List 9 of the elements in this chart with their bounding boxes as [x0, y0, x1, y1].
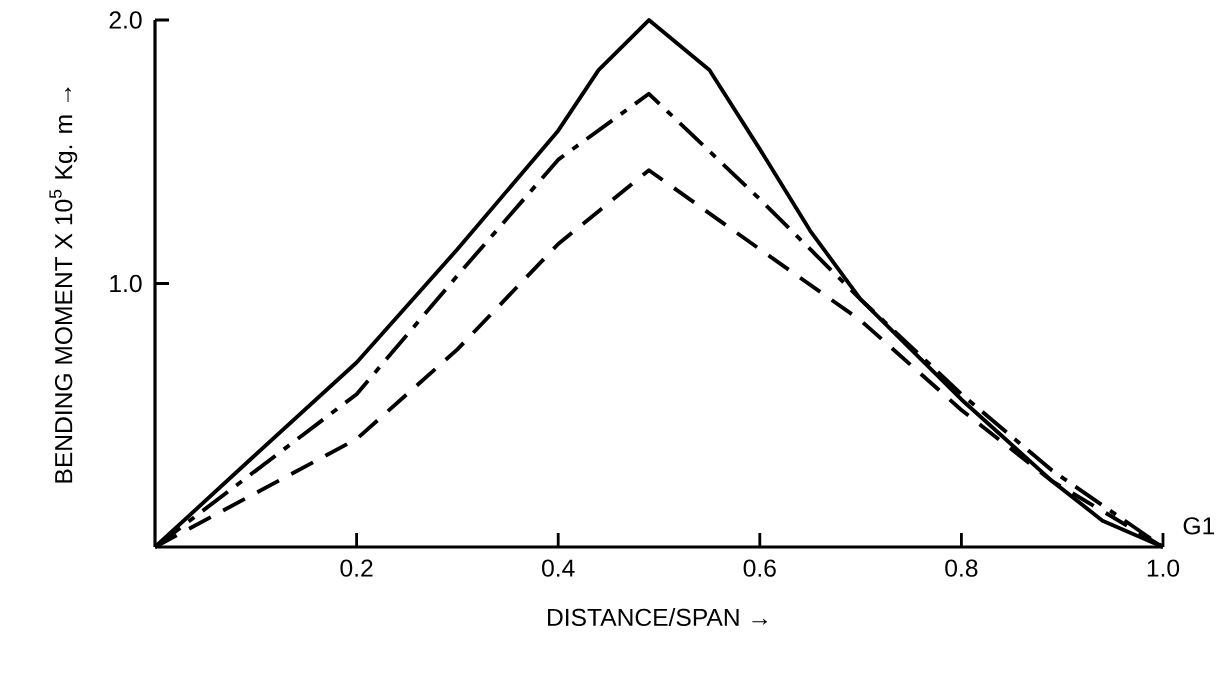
x-tick-label: 0.6	[743, 559, 776, 577]
x-tick-label: 0.2	[340, 559, 373, 577]
y-axis-title: BENDING MOMENT X 10$^{5}$ Kg. m →	[49, 87, 78, 483]
y-tick-label: 2.0	[109, 11, 142, 29]
x-axis-title: DISTANCE/SPAN →	[548, 608, 767, 627]
x-tick-label: 0.4	[542, 559, 575, 577]
x-tick-label: 0.8	[945, 559, 978, 577]
annotation: G1	[1183, 517, 1215, 535]
x-tick-label: 1.0	[1147, 559, 1180, 577]
